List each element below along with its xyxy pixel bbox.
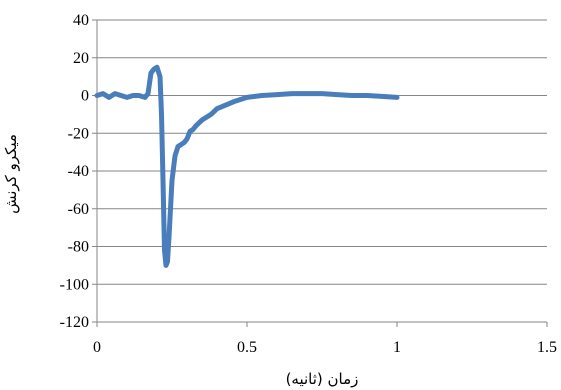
- data-point: [160, 112, 163, 116]
- x-tick-label: 1.5: [537, 339, 557, 356]
- y-tick-label: 0: [81, 88, 89, 105]
- data-point: [163, 248, 166, 252]
- data-point: [275, 93, 279, 97]
- y-axis-title: میکرو کرنش: [2, 134, 20, 214]
- data-point: [143, 95, 147, 99]
- data-point: [166, 260, 169, 264]
- data-point: [125, 95, 129, 99]
- data-point: [146, 92, 150, 96]
- data-point: [365, 94, 369, 97]
- data-point: [137, 94, 141, 97]
- data-point: [119, 94, 123, 97]
- data-point: [200, 118, 204, 122]
- y-tick-label: -60: [68, 201, 89, 218]
- data-point: [245, 95, 249, 99]
- data-point: [149, 71, 153, 75]
- data-point: [290, 92, 294, 96]
- data-point: [194, 124, 198, 128]
- x-tick-label: 0.5: [237, 339, 257, 356]
- data-point: [152, 67, 156, 71]
- data-point: [182, 141, 186, 145]
- data-point: [173, 154, 177, 158]
- data-point: [188, 129, 192, 133]
- y-tick-label: 20: [73, 50, 89, 67]
- data-point: [158, 75, 162, 79]
- data-point: [179, 143, 183, 147]
- x-tick-label: 0: [93, 339, 101, 356]
- data-point: [191, 127, 195, 131]
- series-layer: [94, 64, 400, 268]
- data-point: [215, 107, 219, 111]
- data-point: [209, 112, 213, 116]
- data-point: [260, 94, 264, 97]
- data-point: [161, 178, 165, 182]
- data-point: [170, 178, 174, 182]
- y-tick-label: -100: [60, 276, 89, 293]
- data-point: [131, 94, 135, 97]
- axes: [92, 19, 548, 327]
- y-tick-label: -40: [68, 163, 89, 180]
- data-point: [335, 93, 339, 97]
- data-point: [233, 99, 237, 103]
- data-point: [164, 263, 168, 267]
- data-point: [350, 94, 354, 97]
- tick-labels: -120 -100 -80 -60 -40 -20 0 20 40 0 0.5 1 1.5: [60, 12, 557, 356]
- y-tick-label: -20: [68, 125, 89, 142]
- data-point: [185, 137, 189, 141]
- x-tick-label: 1: [393, 339, 401, 356]
- y-tick-label: -80: [68, 239, 89, 256]
- data-point: [167, 235, 171, 239]
- x-axis-title: زمان (ثانیه): [286, 370, 359, 388]
- data-point: [107, 95, 111, 99]
- y-tick-label: -120: [60, 314, 89, 331]
- data-point: [380, 94, 384, 98]
- data-point: [176, 144, 180, 148]
- data-point: [320, 92, 324, 96]
- data-point: [395, 95, 399, 99]
- data-point: [224, 103, 228, 107]
- data-point: [101, 92, 105, 96]
- data-point: [113, 92, 117, 96]
- data-point: [305, 92, 309, 96]
- y-tick-label: 40: [73, 12, 89, 29]
- data-point: [95, 94, 99, 97]
- data-point: [155, 65, 159, 69]
